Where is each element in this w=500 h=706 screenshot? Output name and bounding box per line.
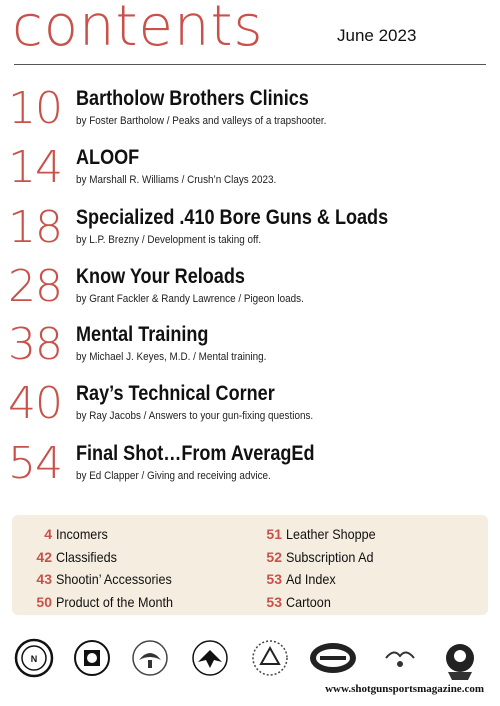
department-item[interactable]: 53 Cartoon bbox=[262, 591, 386, 614]
article-byline: by Foster Bartholow / Peaks and valleys … bbox=[76, 115, 327, 127]
article-page-number: 40 bbox=[8, 378, 63, 429]
article-byline: by Grant Fackler & Randy Lawrence / Pige… bbox=[76, 293, 304, 305]
department-item[interactable]: 50 Product of the Month bbox=[12, 591, 186, 614]
article-entry[interactable]: 28 Know Your Reloads by Grant Fackler & … bbox=[0, 264, 500, 322]
header-rule bbox=[14, 64, 486, 65]
department-label: Classifieds bbox=[56, 548, 117, 565]
article-entry[interactable]: 38 Mental Training by Michael J. Keyes, … bbox=[0, 322, 500, 380]
article-title[interactable]: Mental Training bbox=[76, 323, 209, 346]
article-title[interactable]: ALOOF bbox=[76, 146, 140, 169]
department-item[interactable]: 43 Shootin’ Accessories bbox=[12, 568, 186, 591]
departments-right-column: 51 Leather Shoppe 52 Subscription Ad 53 Ad … bbox=[262, 523, 386, 613]
article-entry[interactable]: 40 Ray’s Technical Corner by Ray Jacobs … bbox=[0, 381, 500, 439]
departments-left-column: 4 Incomers 42 Classifieds 43 Shootin’ Acces… bbox=[12, 523, 186, 613]
article-title[interactable]: Specialized .410 Bore Guns & Loads bbox=[76, 206, 389, 229]
article-page-number: 54 bbox=[8, 438, 63, 489]
article-entry[interactable]: 10 Bartholow Brothers Clinics by Foster … bbox=[0, 86, 500, 144]
article-entry[interactable]: 54 Final Shot…From AveragEd by Ed Clappe… bbox=[0, 441, 500, 499]
article-entry[interactable]: 18 Specialized .410 Bore Guns & Loads by… bbox=[0, 205, 500, 263]
article-page-number: 14 bbox=[8, 142, 63, 193]
sporting-clays-logo bbox=[252, 640, 288, 676]
trap-association-logo bbox=[74, 640, 110, 676]
article-page-number: 38 bbox=[8, 319, 63, 370]
article-byline: by Ray Jacobs / Answers to your gun-fixi… bbox=[76, 410, 314, 422]
department-item[interactable]: 42 Classifieds bbox=[12, 546, 186, 569]
department-item[interactable]: 53 Ad Index bbox=[262, 568, 386, 591]
department-page-number: 43 bbox=[36, 571, 52, 587]
department-label: Cartoon bbox=[286, 593, 331, 610]
department-page-number: 53 bbox=[266, 571, 282, 587]
article-page-number: 28 bbox=[8, 261, 63, 312]
issue-date: June 2023 bbox=[337, 26, 417, 45]
header: contents June 2023 bbox=[0, 0, 500, 66]
departments-box: 4 Incomers 42 Classifieds 43 Shootin’ Acces… bbox=[12, 515, 488, 615]
department-item[interactable]: 4 Incomers bbox=[12, 523, 186, 546]
article-byline: by Michael J. Keyes, M.D. / Mental train… bbox=[76, 351, 267, 363]
article-byline: by Marshall R. Williams / Crush’n Clays … bbox=[76, 174, 277, 186]
article-byline: by L.P. Brezny / Development is taking o… bbox=[76, 234, 262, 246]
department-page-number: 53 bbox=[266, 593, 282, 610]
article-page-number: 18 bbox=[8, 202, 63, 253]
hunter-mascot-logo bbox=[446, 644, 474, 680]
bird-sketch-logo bbox=[385, 651, 415, 667]
website-url[interactable]: www.shotgunsportsmagazine.com bbox=[325, 683, 484, 695]
department-label: Leather Shoppe bbox=[286, 526, 376, 542]
department-page-number: 51 bbox=[266, 526, 282, 542]
partner-logos: N bbox=[10, 638, 490, 682]
department-page-number: 52 bbox=[266, 548, 282, 565]
svg-text:N: N bbox=[31, 654, 38, 664]
bird-emblem-logo bbox=[192, 640, 228, 676]
article-entry[interactable]: 14 ALOOF by Marshall R. Williams / Crush… bbox=[0, 145, 500, 203]
department-label: Product of the Month bbox=[56, 593, 173, 610]
article-page-number: 10 bbox=[8, 83, 63, 134]
department-label: Incomers bbox=[56, 526, 108, 542]
eagle-emblem-logo bbox=[132, 640, 168, 676]
department-item[interactable]: 51 Leather Shoppe bbox=[262, 523, 386, 546]
department-label: Subscription Ad bbox=[286, 548, 374, 565]
shotgun-sports-logo bbox=[310, 643, 356, 673]
nra-logo: N bbox=[14, 638, 54, 678]
page-title: contents bbox=[12, 0, 264, 59]
department-item[interactable]: 52 Subscription Ad bbox=[262, 546, 386, 569]
article-title[interactable]: Final Shot…From AveragEd bbox=[76, 442, 315, 465]
article-title[interactable]: Ray’s Technical Corner bbox=[76, 382, 275, 405]
department-label: Ad Index bbox=[286, 571, 336, 587]
article-title[interactable]: Bartholow Brothers Clinics bbox=[76, 87, 309, 110]
article-title[interactable]: Know Your Reloads bbox=[76, 265, 245, 288]
department-page-number: 50 bbox=[36, 593, 52, 610]
department-page-number: 4 bbox=[44, 526, 52, 542]
department-label: Shootin’ Accessories bbox=[56, 571, 172, 587]
article-byline: by Ed Clapper / Giving and receiving adv… bbox=[76, 470, 271, 482]
department-page-number: 42 bbox=[36, 548, 52, 565]
